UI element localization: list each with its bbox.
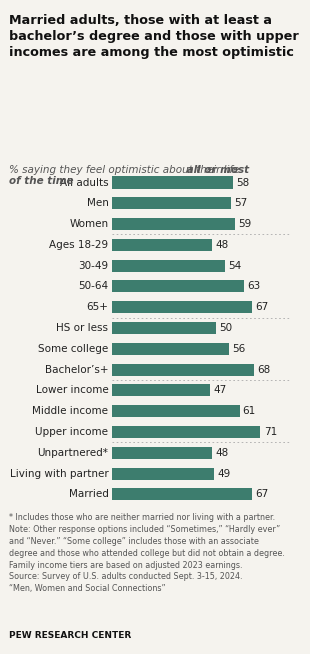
Bar <box>112 281 244 292</box>
Bar <box>112 426 260 438</box>
Text: 57: 57 <box>234 198 247 209</box>
Bar <box>112 447 212 459</box>
Bar <box>112 177 233 188</box>
Bar <box>112 239 212 251</box>
Text: Some college: Some college <box>38 344 108 354</box>
Bar <box>112 198 231 209</box>
Text: Living with partner: Living with partner <box>10 468 108 479</box>
Text: 50-64: 50-64 <box>78 281 108 292</box>
Text: 65+: 65+ <box>86 302 108 312</box>
Text: Bachelor’s+: Bachelor’s+ <box>45 365 108 375</box>
Text: 59: 59 <box>238 219 252 229</box>
Text: 68: 68 <box>257 365 271 375</box>
Text: 30-49: 30-49 <box>78 261 108 271</box>
Text: 67: 67 <box>255 302 268 312</box>
Bar <box>112 301 252 313</box>
Text: Lower income: Lower income <box>36 385 108 396</box>
Bar <box>112 364 254 375</box>
Text: 54: 54 <box>228 261 241 271</box>
Bar <box>112 260 225 271</box>
Text: 58: 58 <box>236 177 250 188</box>
Text: 56: 56 <box>232 344 246 354</box>
Text: 71: 71 <box>264 427 277 437</box>
Text: Unpartnered*: Unpartnered* <box>38 448 108 458</box>
Bar <box>112 343 229 355</box>
Bar <box>112 489 252 500</box>
Text: Men: Men <box>86 198 108 209</box>
Bar <box>112 385 210 396</box>
Text: 48: 48 <box>215 448 229 458</box>
Bar <box>112 405 240 417</box>
Text: all or most
of the time: all or most of the time <box>9 165 250 186</box>
Text: PEW RESEARCH CENTER: PEW RESEARCH CENTER <box>9 630 131 640</box>
Text: Married: Married <box>69 489 108 500</box>
Bar <box>112 468 214 479</box>
Text: Upper income: Upper income <box>35 427 108 437</box>
Bar <box>112 218 235 230</box>
Text: 47: 47 <box>213 385 227 396</box>
Text: All adults: All adults <box>60 177 108 188</box>
Text: 48: 48 <box>215 240 229 250</box>
Text: 49: 49 <box>218 468 231 479</box>
Text: % saying they feel optimistic about their life: % saying they feel optimistic about thei… <box>9 165 243 175</box>
Text: Women: Women <box>69 219 108 229</box>
Text: 50: 50 <box>219 323 233 333</box>
Text: 63: 63 <box>247 281 260 292</box>
Text: 61: 61 <box>243 406 256 416</box>
Text: * Includes those who are neither married nor living with a partner.
Note: Other : * Includes those who are neither married… <box>9 513 285 593</box>
Bar <box>112 322 216 334</box>
Text: HS or less: HS or less <box>56 323 108 333</box>
Text: Ages 18-29: Ages 18-29 <box>49 240 108 250</box>
Text: Married adults, those with at least a
bachelor’s degree and those with upper
inc: Married adults, those with at least a ba… <box>9 14 299 60</box>
Text: 67: 67 <box>255 489 268 500</box>
Text: Middle income: Middle income <box>33 406 108 416</box>
